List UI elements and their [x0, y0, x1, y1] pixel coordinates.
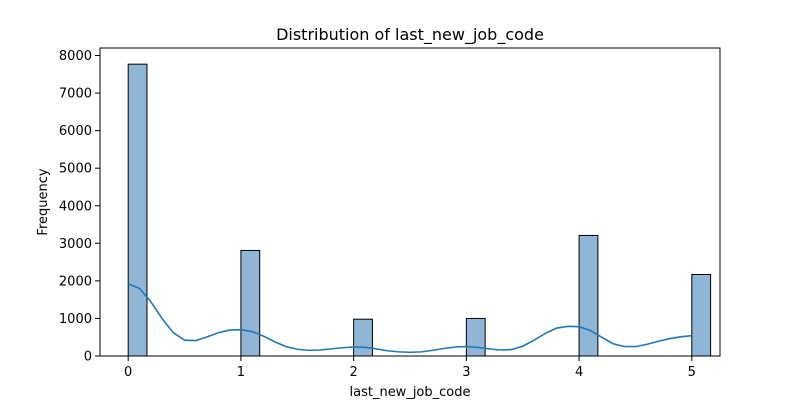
bar-1 [240, 249, 261, 357]
y-tick-label: 4000 [59, 199, 92, 214]
y-tick-label: 6000 [59, 124, 92, 139]
x-tick-label: 3 [462, 365, 470, 380]
y-tick-label: 1000 [59, 312, 92, 327]
y-axis-ticks: 0 1000 2000 3000 4000 5000 6000 7000 8000 [59, 49, 100, 365]
x-tick-label: 2 [349, 365, 357, 380]
x-tick-label: 0 [124, 365, 132, 380]
bar-0 [127, 63, 148, 357]
y-tick-label: 0 [84, 350, 92, 365]
y-axis-label: Frequency [36, 168, 51, 235]
bar-2 [353, 318, 373, 357]
bar-4 [578, 234, 599, 357]
x-axis-label: last_new_job_code [350, 385, 471, 400]
x-tick-label: 4 [575, 365, 583, 380]
bar-3 [465, 317, 486, 357]
y-tick-label: 5000 [59, 162, 92, 177]
x-tick-label: 5 [688, 365, 696, 380]
y-tick-label: 3000 [59, 237, 92, 252]
x-axis-ticks: 0 1 2 3 4 5 [124, 356, 696, 380]
y-tick-label: 2000 [59, 274, 92, 289]
y-tick-label: 8000 [59, 49, 92, 64]
bar-5 [691, 273, 712, 357]
x-tick-label: 1 [237, 365, 245, 380]
y-tick-label: 7000 [59, 87, 92, 102]
plot-frame [99, 47, 721, 357]
chart-title: Distribution of last_new_job_code [276, 25, 544, 45]
kde-curve [127, 283, 692, 354]
